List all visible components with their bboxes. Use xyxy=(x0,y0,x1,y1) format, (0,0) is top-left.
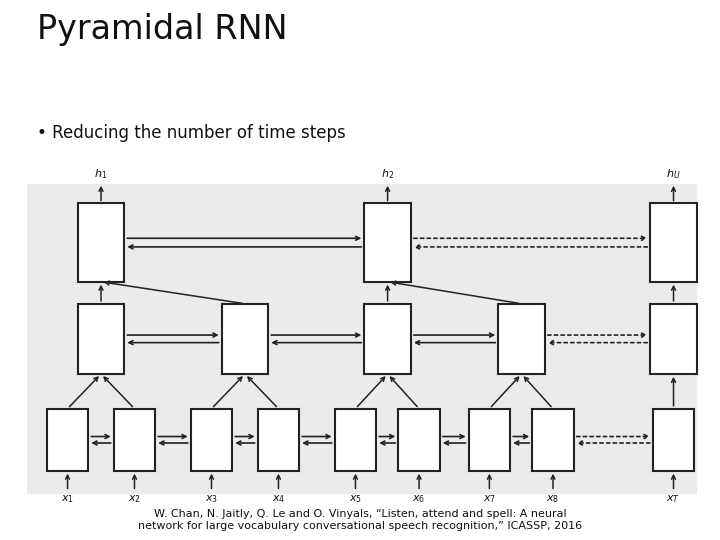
Text: $x_3$: $x_3$ xyxy=(205,494,218,505)
Bar xyxy=(650,303,697,374)
Bar xyxy=(498,303,545,374)
Bar xyxy=(650,204,697,282)
Text: • Reducing the number of time steps: • Reducing the number of time steps xyxy=(37,124,346,142)
Bar xyxy=(47,409,89,471)
Text: $x_7$: $x_7$ xyxy=(483,494,496,505)
Text: $x_4$: $x_4$ xyxy=(271,494,285,505)
Bar xyxy=(258,409,300,471)
Bar xyxy=(652,409,694,471)
Text: W. Chan, N. Jaitly, Q. Le and O. Vinyals, “Listen, attend and spell: A neural
ne: W. Chan, N. Jaitly, Q. Le and O. Vinyals… xyxy=(138,509,582,531)
Text: $x_T$: $x_T$ xyxy=(667,494,680,505)
Bar xyxy=(27,184,697,494)
Bar xyxy=(469,409,510,471)
Text: $h_U$: $h_U$ xyxy=(666,167,681,181)
Text: $x_2$: $x_2$ xyxy=(128,494,141,505)
Bar xyxy=(78,204,125,282)
Text: $x_8$: $x_8$ xyxy=(546,494,559,505)
Bar xyxy=(222,303,269,374)
Text: $h_2$: $h_2$ xyxy=(381,167,395,181)
Bar xyxy=(532,409,574,471)
Bar xyxy=(364,303,411,374)
Bar xyxy=(191,409,233,471)
Bar xyxy=(335,409,377,471)
Text: Pyramidal RNN: Pyramidal RNN xyxy=(37,14,288,46)
Text: $x_6$: $x_6$ xyxy=(413,494,426,505)
Bar xyxy=(78,303,125,374)
Text: $x_1$: $x_1$ xyxy=(61,494,74,505)
Bar xyxy=(398,409,440,471)
Text: $x_5$: $x_5$ xyxy=(349,494,362,505)
Bar xyxy=(364,204,411,282)
Text: $h_1$: $h_1$ xyxy=(94,167,108,181)
Bar xyxy=(114,409,156,471)
